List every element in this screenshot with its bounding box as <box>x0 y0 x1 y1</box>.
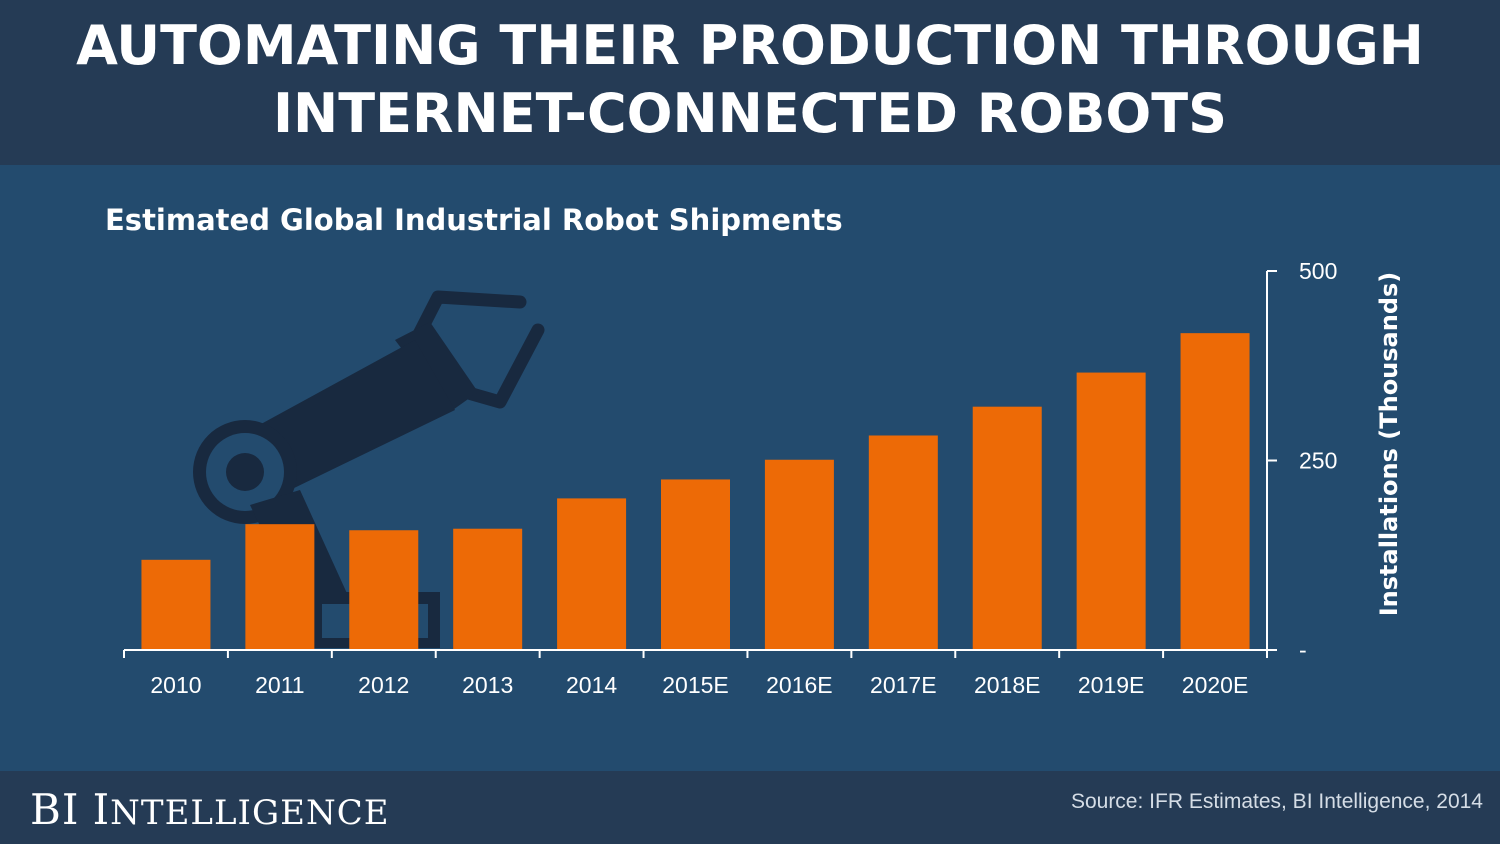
bar-2016E <box>764 459 834 650</box>
bar-2014 <box>557 498 627 650</box>
bar-chart: 2010 2011 2012 2013 2014 2015E 2016E 2017E 2018E… <box>123 258 1403 698</box>
title-line-1: AUTOMATING THEIR PRODUCTION THROUGH <box>76 14 1424 77</box>
brand-rest: NTELLIGENCE <box>110 793 390 833</box>
y-tick-label: - <box>1299 637 1307 663</box>
bar-2015E <box>661 479 730 650</box>
x-tick-label: 2017E <box>870 672 937 698</box>
bar-2020E <box>1180 333 1250 650</box>
y-axis-ticks: - 250 500 <box>1299 258 1337 663</box>
x-tick-label: 2016E <box>766 672 833 698</box>
page-title: AUTOMATING THEIR PRODUCTION THROUGH INTE… <box>0 12 1500 148</box>
x-tick-label: 2020E <box>1182 672 1249 698</box>
brand-first-letter: I <box>92 785 111 834</box>
bar-2012 <box>349 530 419 650</box>
x-tick-label: 2014 <box>566 672 617 698</box>
y-axis-label: Installations (Thousands) <box>1375 272 1403 617</box>
x-axis-ticks: 2010 2011 2012 2013 2014 2015E 2016E 2017E 2018E… <box>150 672 1248 698</box>
bar-series <box>141 333 1250 650</box>
x-tick-label: 2019E <box>1078 672 1145 698</box>
x-tick-label: 2010 <box>150 672 201 698</box>
chart-axes <box>123 270 1277 658</box>
bar-2010 <box>141 559 211 650</box>
bar-2018E <box>972 406 1042 650</box>
chart-title: Estimated Global Industrial Robot Shipme… <box>105 203 843 237</box>
x-tick-label: 2013 <box>462 672 513 698</box>
x-tick-label: 2012 <box>358 672 409 698</box>
bar-2011 <box>245 524 315 650</box>
header-banner: AUTOMATING THEIR PRODUCTION THROUGH INTE… <box>0 0 1500 165</box>
source-note: Source: IFR Estimates, BI Intelligence, … <box>1070 790 1483 813</box>
y-tick-label: 250 <box>1299 448 1337 474</box>
x-tick-label: 2015E <box>662 672 729 698</box>
bar-2019E <box>1076 372 1146 650</box>
y-tick-label: 500 <box>1299 258 1337 284</box>
title-line-2: INTERNET-CONNECTED ROBOTS <box>272 82 1228 145</box>
footer-bar: BI INTELLIGENCE Source: IFR Estimates, B… <box>0 771 1500 844</box>
brand-initials: BI <box>30 785 80 834</box>
x-tick-label: 2018E <box>974 672 1041 698</box>
bar-2013 <box>453 528 523 650</box>
x-tick-label: 2011 <box>255 672 304 698</box>
bi-intelligence-logo: BI INTELLIGENCE <box>30 785 390 834</box>
bar-2017E <box>868 435 938 650</box>
